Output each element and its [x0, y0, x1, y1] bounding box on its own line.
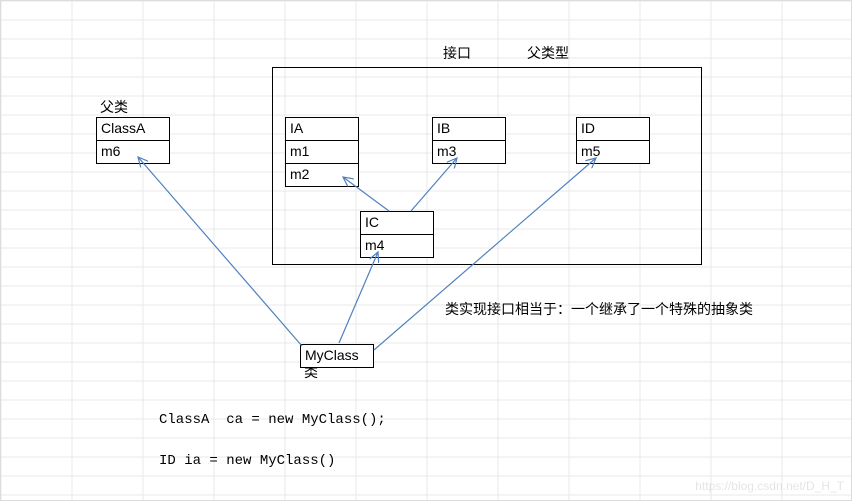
node-classa-title: ClassA: [97, 118, 169, 140]
code-line-2: ID ia = new MyClass(): [159, 453, 335, 469]
node-classa-m6: m6: [97, 140, 169, 163]
label-interface: 接口: [443, 44, 471, 64]
label-note: 类实现接口相当于：一个继承了一个特殊的抽象类: [445, 300, 753, 320]
node-ic: IC m4: [360, 211, 434, 258]
node-ia-title: IA: [286, 118, 358, 140]
node-ib-m3: m3: [433, 140, 505, 163]
node-ib-title: IB: [433, 118, 505, 140]
watermark-text: https://blog.csdn.net/D_H_T: [695, 479, 844, 493]
node-ic-m4: m4: [361, 234, 433, 257]
node-id-m5: m5: [577, 140, 649, 163]
label-parent-class: 父类: [100, 98, 128, 118]
code-line-1: ClassA ca = new MyClass();: [159, 412, 386, 428]
node-myclass-title: MyClass: [301, 345, 373, 367]
edge-MyClass_to_IC: [339, 252, 378, 343]
node-id-title: ID: [577, 118, 649, 140]
node-ia-m2: m2: [286, 163, 358, 186]
label-parent-type: 父类型: [527, 44, 569, 64]
node-classa: ClassA m6: [96, 117, 170, 164]
node-ib: IB m3: [432, 117, 506, 164]
node-myclass: MyClass: [300, 344, 374, 368]
node-ia-m1: m1: [286, 140, 358, 163]
node-ia: IA m1 m2: [285, 117, 359, 187]
node-ic-title: IC: [361, 212, 433, 234]
node-id: ID m5: [576, 117, 650, 164]
